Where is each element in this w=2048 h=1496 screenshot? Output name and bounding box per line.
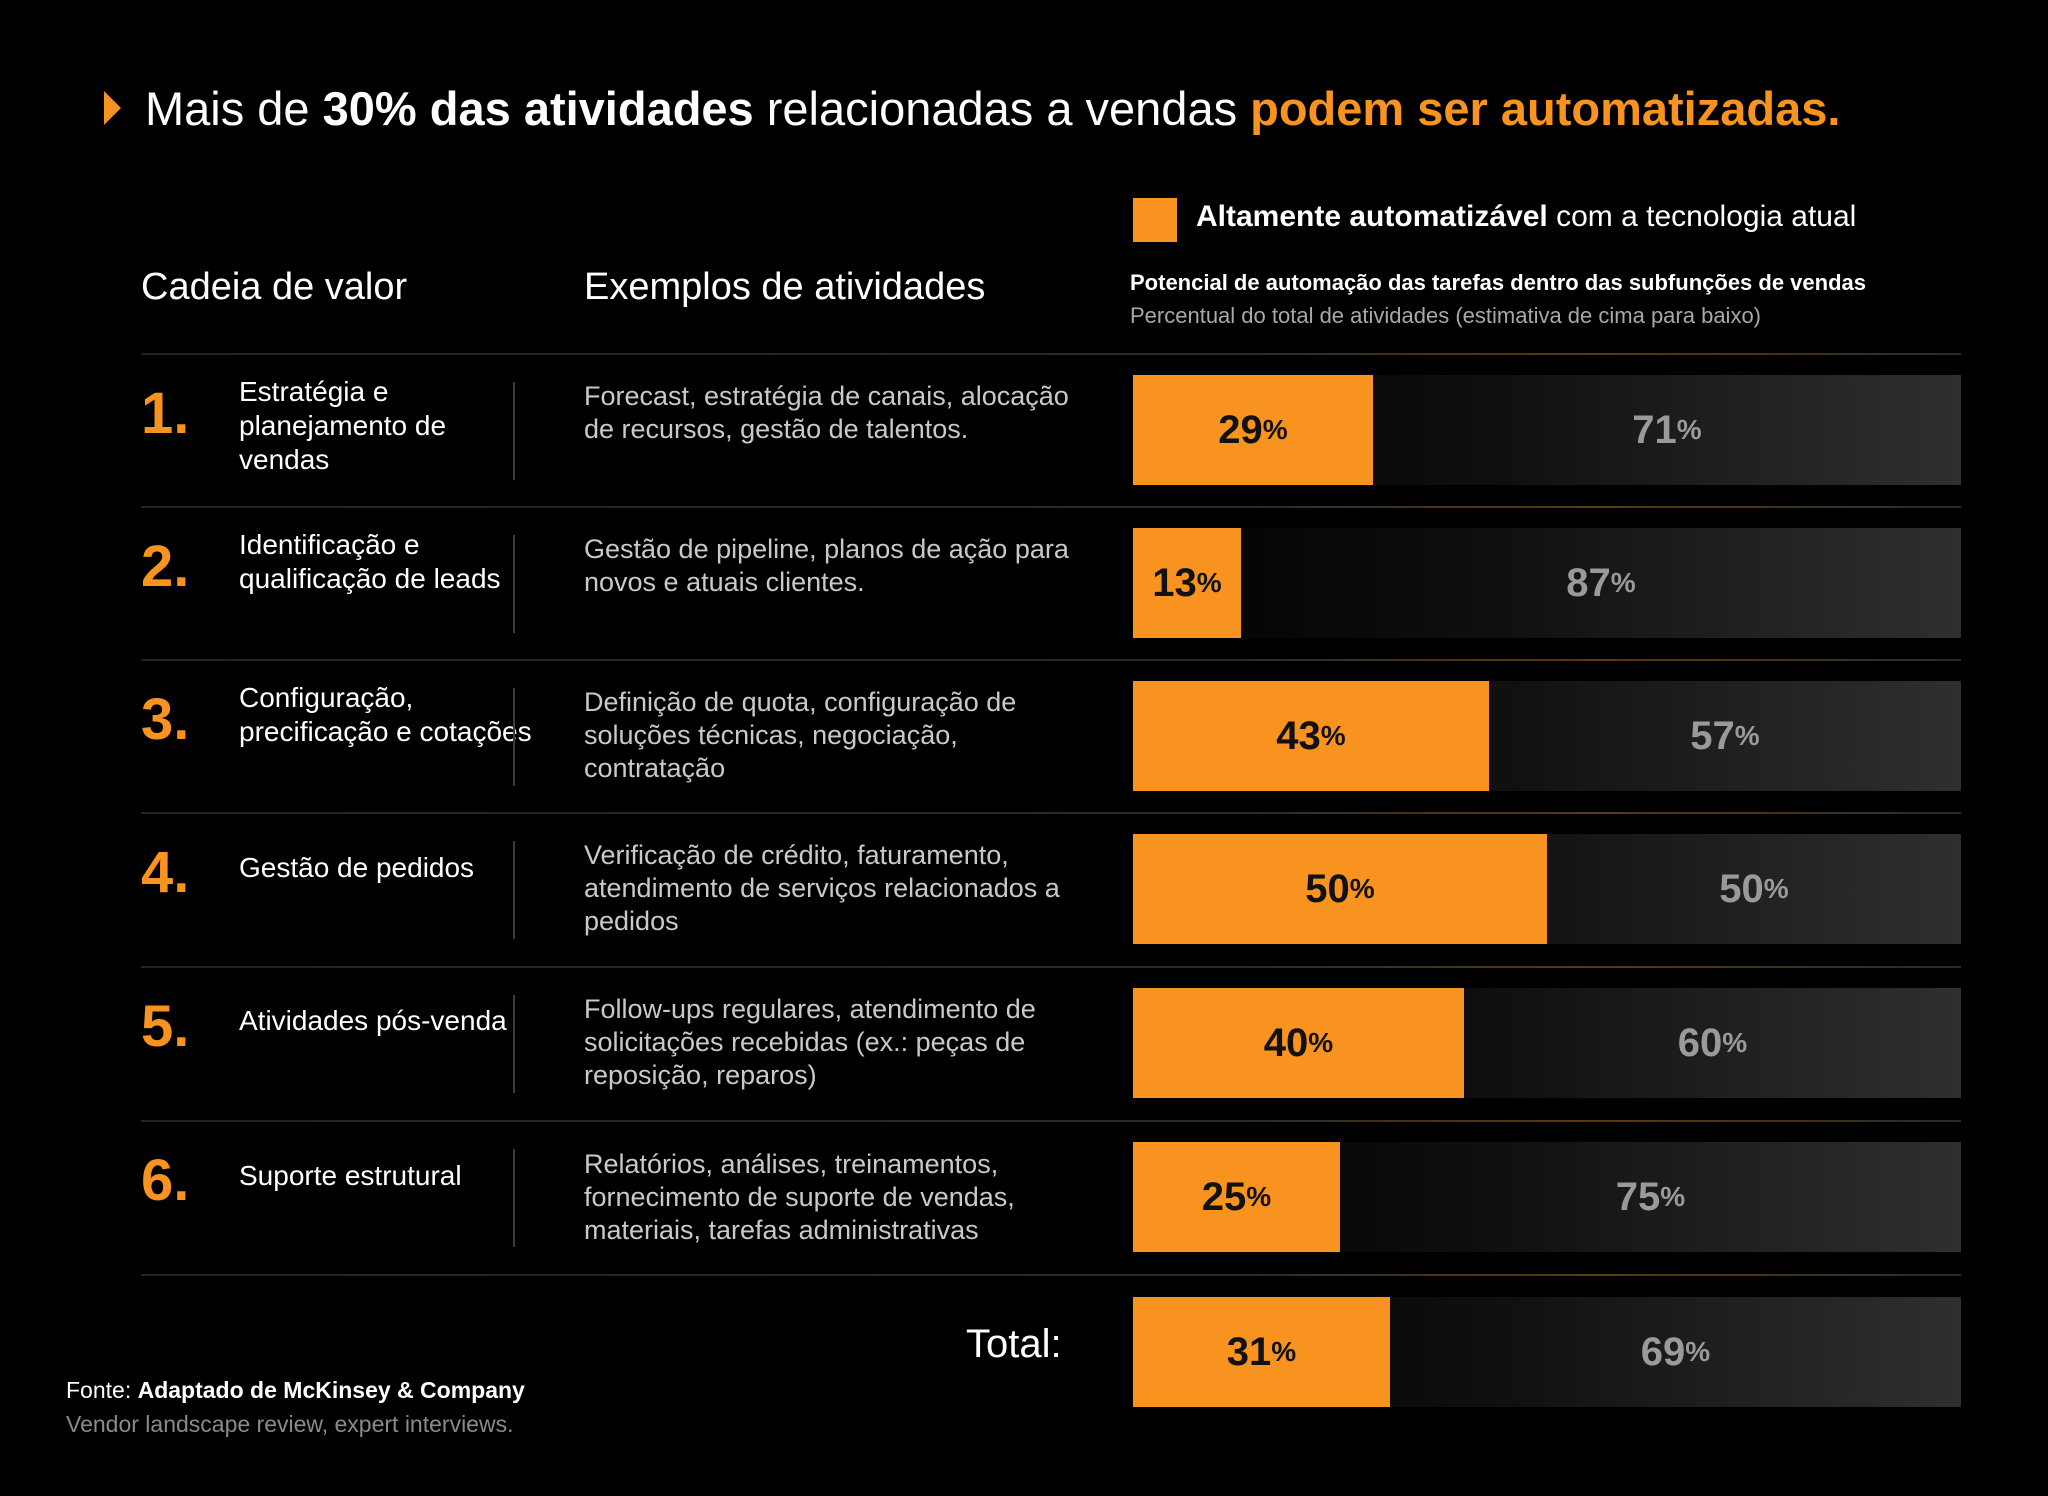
row-examples: Gestão de pipeline, planos de ação para … [584, 534, 1069, 597]
bar-remaining-label: 75% [1615, 1174, 1686, 1219]
bar-track: 40% 60% [1133, 988, 1961, 1098]
bar-track: 43% 57% [1133, 681, 1961, 791]
bar-automatable [1133, 1142, 1340, 1252]
bar-automatable-label: 29% [1218, 407, 1288, 452]
headline-middle: relacionadas a vendas [753, 81, 1251, 135]
bar-automatable-label: 25% [1201, 1174, 1272, 1219]
row-examples: Definição de quota, configuração de solu… [584, 687, 1017, 783]
row-examples: Follow-ups regulares, atendimento de sol… [584, 994, 1036, 1090]
row-1: 1. Estratégia e planejamento de vendas F… [0, 353, 2048, 506]
row-label: Identificação e qualificação de leads [239, 529, 501, 594]
row-separator [141, 966, 1961, 968]
row-divider [513, 688, 515, 786]
row-label: Atividades pós-venda [239, 1005, 507, 1036]
row-2: 2. Identificação e qualificação de leads… [0, 506, 2048, 659]
row-number: 5. [141, 994, 190, 1059]
bar-remaining-label: 87% [1566, 560, 1636, 605]
legend-rest: com a tecnologia atual [1547, 200, 1857, 233]
headline-arrow-icon [104, 91, 121, 125]
value-chain-header: Cadeia de valor [141, 266, 408, 308]
row-separator [141, 1120, 1961, 1122]
row-label: Estratégia e planejamento de vendas [239, 376, 447, 475]
row-number: 1. [141, 381, 190, 446]
row-label: Gestão de pedidos [239, 852, 475, 883]
bar-automatable-label: 13% [1152, 560, 1222, 605]
bar-track: 13% 87% [1133, 528, 1961, 638]
row-number: 4. [141, 840, 190, 905]
source-bold: Adaptado de McKinsey & Company [137, 1377, 525, 1403]
bar-automatable-label: 40% [1263, 1020, 1334, 1065]
bar-remaining-label: 69% [1640, 1329, 1711, 1374]
row-label: Configuração, precificação e cotações [239, 682, 532, 747]
row-4: 4. Gestão de pedidos Verificação de créd… [0, 812, 2048, 965]
bar-automatable [1133, 988, 1464, 1098]
row-examples: Verificação de crédito, faturamento, ate… [584, 840, 1060, 936]
headline: Mais de 30% das atividades relacionadas … [104, 74, 1840, 142]
row-separator [141, 812, 1961, 814]
source-prefix: Fonte: [66, 1377, 138, 1403]
row-number: 2. [141, 534, 190, 599]
bar-track: 29% 71% [1133, 375, 1961, 485]
row-divider [513, 995, 515, 1093]
bar-automatable [1133, 375, 1373, 485]
chart-subtitle: Percentual do total de atividades (estim… [1130, 303, 1762, 328]
legend-bold: Altamente automatizável [1196, 200, 1548, 233]
total-label: Total: [966, 1322, 1062, 1366]
headline-accent: podem ser automatizadas. [1250, 81, 1841, 135]
row-6: 6. Suporte estrutural Relatórios, anális… [0, 1120, 2048, 1273]
row-3: 3. Configuração, precificação e cotações… [0, 659, 2048, 812]
row-number: 6. [141, 1148, 190, 1213]
bar-track: 50% 50% [1133, 834, 1961, 944]
headline-prefix: Mais de [145, 81, 323, 135]
row-separator [141, 1274, 1961, 1276]
row-separator [141, 506, 1961, 508]
headline-text: Mais de 30% das atividades relacionadas … [145, 81, 1840, 136]
row-number: 3. [141, 687, 190, 752]
row-label: Suporte estrutural [239, 1160, 462, 1191]
bar-remaining-label: 60% [1677, 1020, 1748, 1065]
bar-remaining-label: 50% [1719, 866, 1789, 911]
chart-title: Potencial de automação das tarefas dentr… [1130, 270, 1867, 295]
headline-bold: 30% das atividades [322, 81, 754, 135]
legend-swatch [1133, 198, 1177, 242]
row-divider [513, 1149, 515, 1247]
bar-automatable [1133, 681, 1489, 791]
row-separator [141, 353, 1961, 355]
bar-automatable-label: 31% [1226, 1329, 1297, 1374]
bar-track: 31% 69% [1133, 1297, 1961, 1407]
row-5: 5. Atividades pós-venda Follow-ups regul… [0, 966, 2048, 1119]
bar-track: 25% 75% [1133, 1142, 1961, 1252]
legend-label: Altamente automatizável com a tecnologia… [1196, 200, 1856, 234]
bar-automatable [1133, 834, 1547, 944]
bar-automatable [1133, 528, 1241, 638]
row-examples: Forecast, estratégia de canais, alocação… [584, 381, 1069, 444]
row-divider [513, 382, 515, 480]
bar-automatable-label: 43% [1276, 713, 1346, 758]
bar-automatable-label: 50% [1305, 866, 1375, 911]
bar-remaining-label: 57% [1690, 713, 1760, 758]
bar-remaining-label: 71% [1632, 407, 1702, 452]
examples-header: Exemplos de atividades [584, 266, 986, 308]
source-line: Fonte: Adaptado de McKinsey & Company [66, 1377, 525, 1404]
source-note: Vendor landscape review, expert intervie… [66, 1411, 514, 1437]
row-separator [141, 659, 1961, 661]
row-examples: Relatórios, análises, treinamentos, forn… [584, 1149, 1015, 1245]
row-divider [513, 841, 515, 939]
row-divider [513, 535, 515, 633]
bar-automatable [1133, 1297, 1390, 1407]
